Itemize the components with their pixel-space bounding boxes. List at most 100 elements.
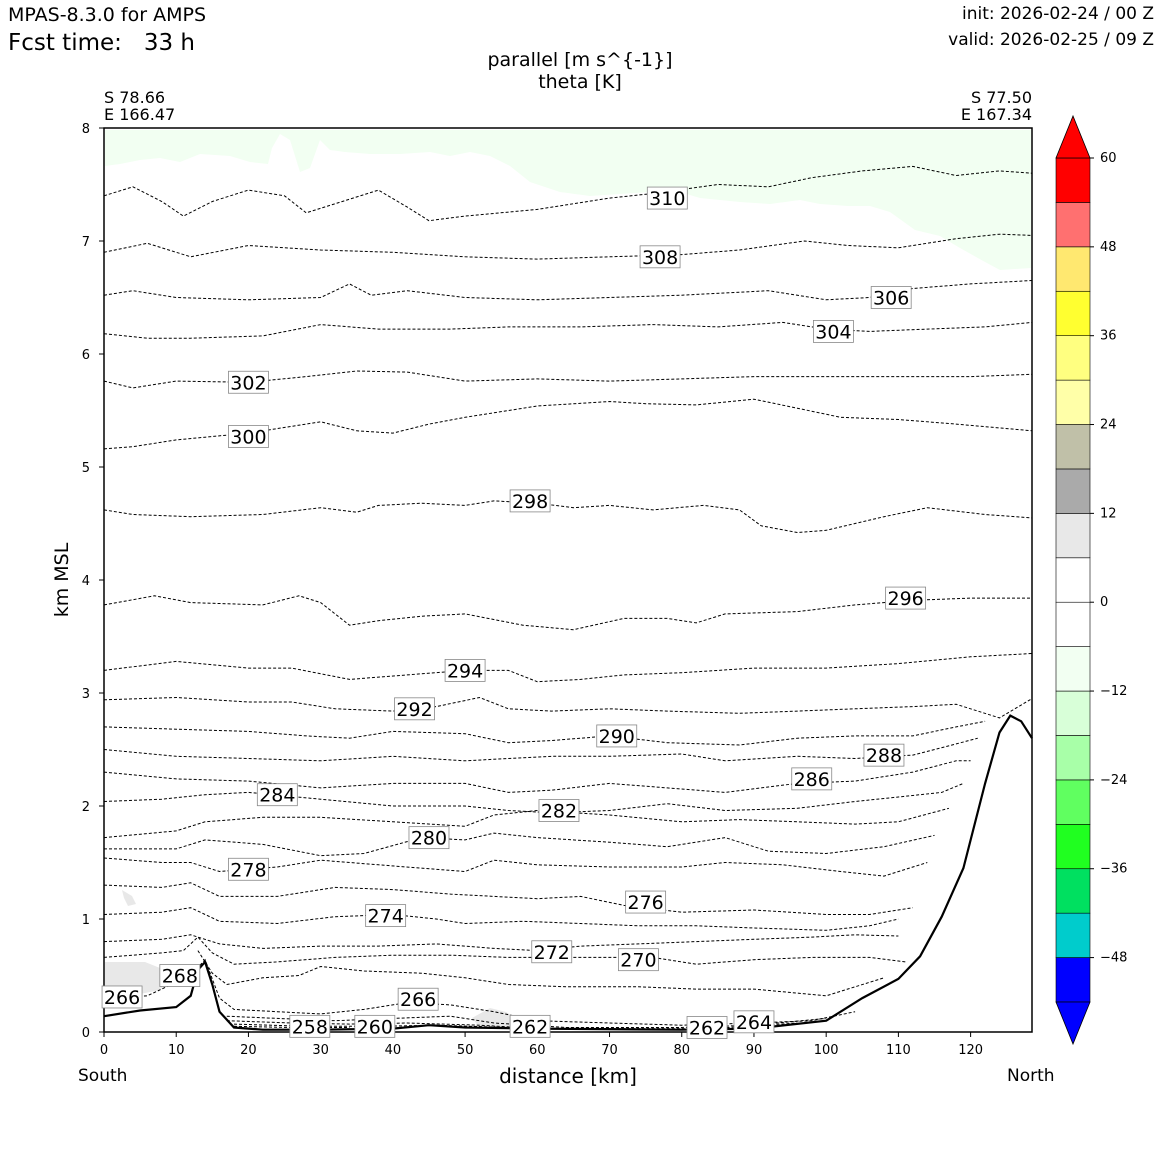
- north-direction-label: North: [1007, 1066, 1055, 1086]
- contour-label-box: [639, 245, 681, 269]
- colorbar-segment: [1055, 779, 1091, 825]
- contour-label-box: [289, 1014, 331, 1038]
- x-tick-label: 60: [529, 1043, 546, 1058]
- contour-label-276: 276: [625, 890, 667, 914]
- colorbar-segment: [1055, 735, 1091, 781]
- contour-label-302: 302: [228, 370, 269, 394]
- theta-contour-280: [104, 832, 935, 857]
- contour-label-box: [159, 964, 201, 987]
- theta-contour-310: [103, 165, 1033, 222]
- contour-label-266: 266: [397, 987, 439, 1011]
- x-tick-label: 10: [168, 1043, 185, 1058]
- contour-label-box: [509, 489, 551, 513]
- x-tick-label: 0: [100, 1043, 108, 1058]
- contour-label-text: 270: [620, 950, 656, 972]
- x-tick-label: 90: [746, 1043, 763, 1058]
- contour-label-272: 272: [531, 940, 573, 964]
- colorbar-tick-label: 36: [1100, 329, 1117, 344]
- theta-contour-294: [103, 653, 1033, 683]
- theta-contour-262: [226, 1020, 798, 1030]
- contour-label-text: 306: [873, 288, 909, 310]
- theta-contour-260: [233, 1023, 509, 1028]
- contour-label-text: 288: [866, 745, 902, 767]
- theta-contour-268: [197, 950, 885, 997]
- contour-label-box: [228, 857, 269, 881]
- contour-label-264: 264: [733, 1010, 775, 1034]
- y-tick-label: 4: [82, 574, 90, 589]
- contour-label-box: [733, 1010, 775, 1034]
- theta-contour-302: [103, 370, 1033, 389]
- colorbar-tick-label: 60: [1100, 151, 1117, 166]
- theta-contour-276: [103, 882, 913, 915]
- contour-label-box: [256, 783, 298, 807]
- contour-label-270: 270: [618, 948, 659, 972]
- contour-label-296: 296: [885, 586, 927, 610]
- theta-contour-292: [103, 696, 1033, 719]
- contour-label-text: 258: [292, 1016, 328, 1038]
- colorbar-segment: [1055, 202, 1091, 248]
- colorbar-segment: [1055, 646, 1091, 692]
- contour-label-262: 262: [509, 1014, 551, 1038]
- colorbar-segment: [1055, 379, 1091, 425]
- x-tick-label: 20: [240, 1043, 257, 1058]
- contour-label-box: [228, 370, 269, 394]
- theta-contour-282: [103, 807, 950, 839]
- south-direction-label: South: [78, 1066, 128, 1086]
- contour-label-308: 308: [639, 245, 681, 269]
- contour-label-text: 304: [815, 321, 851, 343]
- contour-label-box: [509, 1014, 551, 1038]
- contour-labels: 310 308 306 304 302 300 298 296 294 292 290 288 286 2…: [101, 186, 927, 1039]
- colorbar-segment: [1055, 513, 1091, 559]
- colorbar-segment: [1055, 601, 1091, 647]
- gray-shading-small: [122, 890, 136, 906]
- contour-label-text: 296: [887, 588, 923, 610]
- valid-time: valid: 2026-02-25 / 09 Z: [948, 30, 1154, 50]
- colorbar-tick-label: 24: [1100, 418, 1117, 433]
- theta-contour-286: [103, 760, 971, 793]
- colorbar-segment: [1055, 824, 1091, 870]
- contour-label-box: [596, 724, 638, 748]
- end-latitude: S 77.50: [970, 88, 1032, 107]
- contour-label-text: 268: [162, 966, 198, 988]
- colorbar-segment: [1055, 957, 1091, 1003]
- contour-label-box: [618, 948, 659, 972]
- colorbar-tick-label: 0: [1100, 595, 1108, 610]
- contour-label-258: 258: [289, 1014, 331, 1038]
- theta-contour-288: [103, 737, 978, 762]
- y-tick-label: 5: [82, 461, 90, 476]
- contour-label-text: 260: [357, 1016, 393, 1038]
- contour-label-box: [813, 319, 854, 343]
- theta-contour-290: [103, 720, 986, 746]
- contour-label-text: 284: [259, 785, 295, 807]
- start-longitude: E 166.47: [104, 105, 176, 124]
- wind-shading-layer: [105, 130, 1031, 1028]
- x-tick-label: 80: [673, 1043, 690, 1058]
- contour-label-box: [538, 799, 580, 822]
- forecast-time: Fcst time: 33 h: [8, 30, 195, 56]
- colorbar: 60 48 36 24 12 0 −12 −24 −36 −48: [1055, 114, 1127, 1046]
- terrain-layer: [103, 714, 1033, 1031]
- colorbar-segment: [1055, 290, 1091, 336]
- contour-label-280: 280: [408, 826, 450, 850]
- contour-label-text: 274: [368, 906, 404, 928]
- y-axis-ticks: 0 1 2 3 4 5 6 7 8: [82, 122, 104, 1041]
- contour-label-300: 300: [228, 425, 269, 448]
- contour-label-294: 294: [444, 659, 486, 682]
- y-tick-label: 8: [82, 122, 90, 137]
- contour-label-box: [646, 186, 688, 210]
- contour-label-box: [791, 767, 833, 791]
- contour-label-box: [885, 586, 927, 610]
- contour-label-text: 262: [689, 1017, 725, 1039]
- colorbar-segment: [1055, 868, 1091, 914]
- colorbar-min-arrow: [1055, 1001, 1091, 1046]
- x-tick-label: 110: [886, 1043, 911, 1058]
- contour-label-box: [444, 659, 486, 682]
- contour-label-text: 266: [400, 989, 436, 1011]
- contour-label-292: 292: [394, 697, 435, 721]
- contour-label-text: 290: [599, 726, 635, 748]
- y-tick-label: 7: [82, 235, 90, 250]
- theta-contour-308: [103, 233, 1033, 260]
- contour-label-box: [408, 826, 450, 850]
- chart-subtitle: theta [K]: [538, 71, 622, 93]
